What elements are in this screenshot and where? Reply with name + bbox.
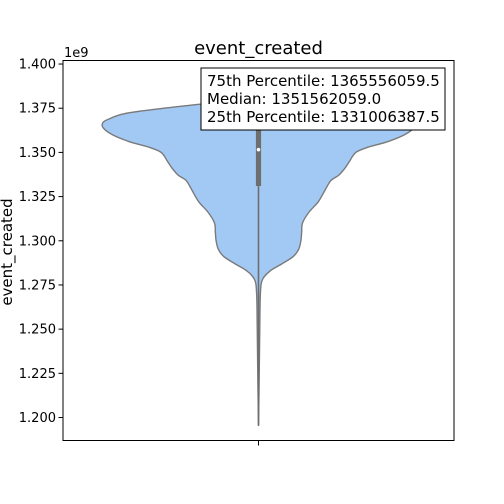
y-tick-label: 1.250 — [19, 323, 56, 338]
chart-title: event_created — [194, 38, 323, 59]
y-tick-label: 1.225 — [19, 367, 56, 382]
iqr-box — [255, 124, 262, 186]
median-marker — [256, 147, 261, 152]
percentile-annotation: 75th Percentile: 1365556059.5 Median: 13… — [200, 67, 446, 131]
y-tick-label: 1.400 — [19, 58, 56, 73]
y-tick-label: 1.375 — [19, 102, 56, 117]
y-tick-label: 1.300 — [19, 234, 56, 249]
y-axis-label: event_created — [0, 198, 17, 305]
y-tick-label: 1.325 — [19, 190, 56, 205]
annotation-q3: 75th Percentile: 1365556059.5 — [207, 72, 440, 90]
annotation-q1: 25th Percentile: 1331006387.5 — [207, 108, 440, 126]
y-tick-label: 1.200 — [19, 411, 56, 426]
y-axis: 1.200 1.225 1.250 1.275 1.300 1.325 1.350 1.375… — [19, 58, 63, 426]
y-tick-label: 1.275 — [19, 278, 56, 293]
annotation-median: Median: 1351562059.0 — [207, 90, 381, 108]
plot-area — [101, 96, 416, 427]
y-offset-label: 1e9 — [64, 46, 89, 61]
axes-frame — [62, 60, 455, 441]
y-tick-label: 1.350 — [19, 146, 56, 161]
annotation-box — [200, 67, 446, 131]
